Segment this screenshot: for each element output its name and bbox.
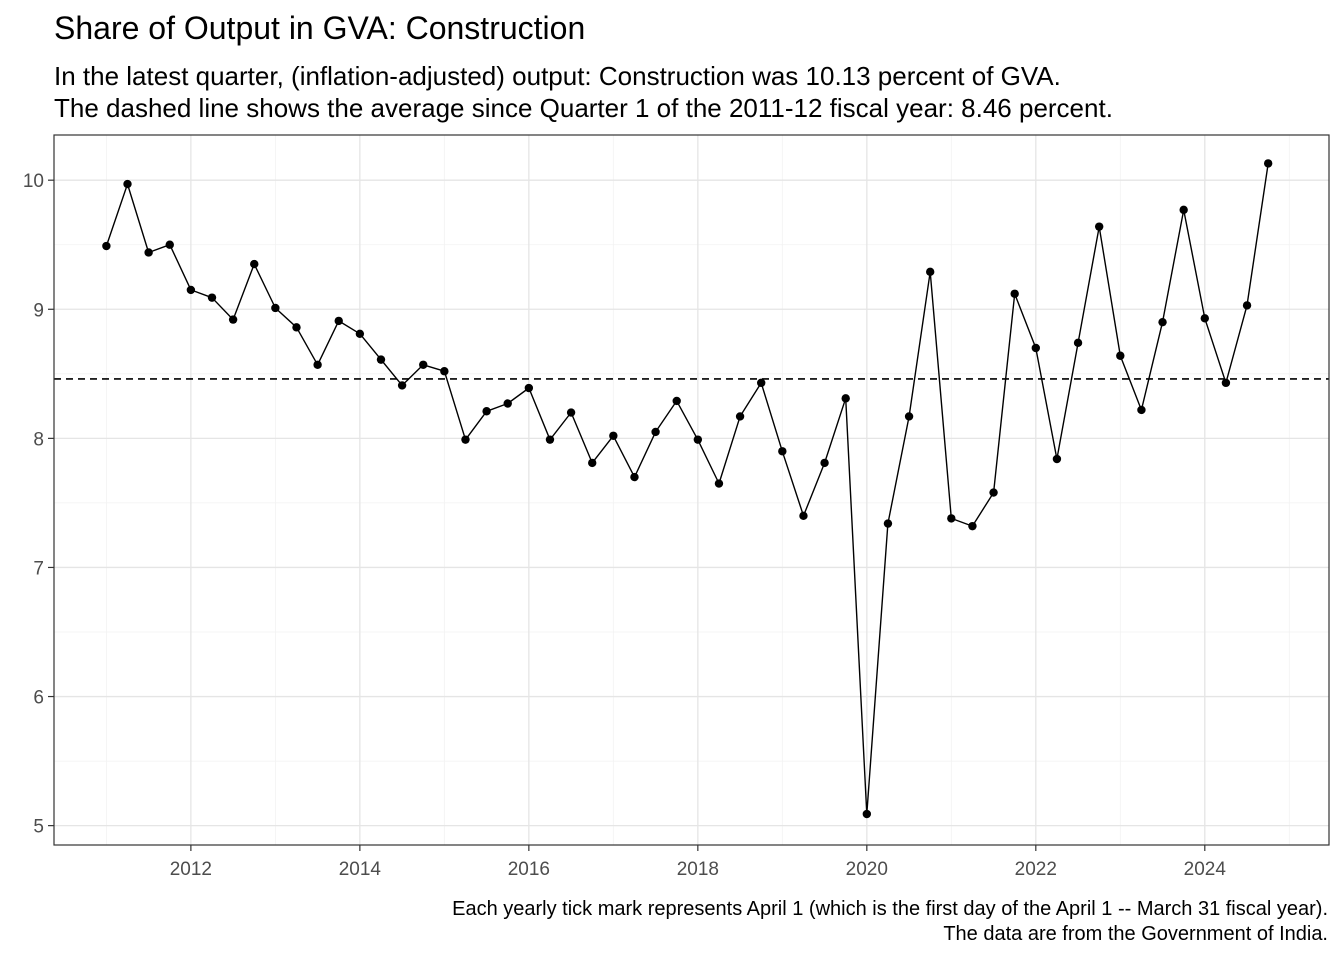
data-point [989, 488, 998, 497]
data-point [630, 472, 639, 482]
y-tick-label: 7 [33, 558, 44, 579]
series-line [105, 163, 1269, 815]
data-point [778, 447, 787, 456]
data-point [609, 431, 618, 440]
x-tick-label: 2012 [170, 859, 212, 880]
data-point [1116, 351, 1125, 360]
data-point [904, 412, 914, 421]
y-tick-label: 10 [23, 171, 44, 192]
data-point [947, 514, 956, 523]
chart-subtitle: In the latest quarter, (inflation-adjust… [54, 60, 1113, 124]
data-point [1052, 454, 1062, 464]
x-tick-label: 2014 [339, 859, 382, 880]
data-point [123, 179, 132, 189]
data-point [1010, 289, 1019, 298]
data-point [355, 329, 365, 338]
data-point [799, 511, 808, 521]
data-point [144, 248, 153, 257]
subtitle-line-2: The dashed line shows the average since … [54, 93, 1113, 123]
data-point [503, 399, 512, 408]
chart-caption: Each yearly tick mark represents April 1… [452, 897, 1328, 947]
data-point [672, 396, 681, 406]
data-point [524, 383, 534, 393]
axis-layer: 2012 2014 2016 2018 2020 2022 2024 5 6 7 8 9 10 [23, 171, 1226, 880]
y-tick-label: 9 [33, 300, 44, 321]
data-point [271, 303, 280, 313]
plot-panel-border [53, 134, 1330, 846]
y-tick-label: 6 [33, 688, 44, 709]
data-point [1200, 314, 1209, 323]
data-point [440, 367, 449, 376]
major-gridlines [54, 135, 1329, 845]
chart-title: Share of Output in GVA: Construction [54, 10, 586, 46]
x-tick-label: 2022 [1015, 859, 1057, 880]
data-point [1158, 317, 1167, 327]
x-tick-label: 2016 [508, 859, 550, 880]
data-point [1094, 222, 1104, 231]
y-tick-label: 8 [33, 429, 44, 450]
data-point [651, 427, 660, 437]
data-point [1263, 159, 1273, 168]
data-point [250, 259, 259, 269]
data-point [461, 435, 470, 444]
data-point [1031, 343, 1041, 353]
data-point [419, 360, 428, 369]
x-tick-label: 2024 [1184, 859, 1227, 880]
data-point [228, 315, 238, 324]
data-point [1242, 301, 1252, 310]
points-layer [102, 159, 1273, 819]
data-point [693, 435, 703, 444]
data-point [820, 458, 829, 468]
data-point [376, 355, 386, 364]
data-point [883, 519, 893, 528]
x-tick-label: 2018 [677, 859, 719, 880]
data-point [714, 479, 724, 488]
data-point [1073, 338, 1083, 348]
data-point [545, 435, 555, 444]
caption-line-1: Each yearly tick mark represents April 1… [452, 898, 1328, 920]
caption-line-2: The data are from the Government of Indi… [943, 923, 1328, 945]
data-point [1137, 405, 1146, 415]
data-point [207, 293, 217, 302]
data-point [735, 412, 745, 421]
data-point [1179, 205, 1188, 215]
data-point [757, 378, 766, 388]
data-point [313, 360, 322, 369]
data-point [334, 316, 343, 326]
subtitle-line-1: In the latest quarter, (inflation-adjust… [54, 61, 1061, 91]
data-point [482, 407, 491, 416]
data-point [968, 521, 977, 531]
data-point [186, 285, 196, 295]
data-point [862, 809, 872, 819]
x-tick-label: 2020 [846, 859, 888, 880]
data-point [1221, 378, 1231, 388]
data-point [588, 458, 597, 468]
data-point [102, 241, 111, 251]
minor-gridlines [54, 135, 1329, 845]
data-point [566, 408, 576, 417]
data-point [397, 381, 407, 390]
data-point [292, 323, 301, 332]
data-point [925, 267, 935, 277]
y-tick-label: 5 [33, 817, 44, 838]
data-point [165, 240, 174, 249]
data-point [841, 394, 850, 403]
series-layer [105, 163, 1269, 815]
